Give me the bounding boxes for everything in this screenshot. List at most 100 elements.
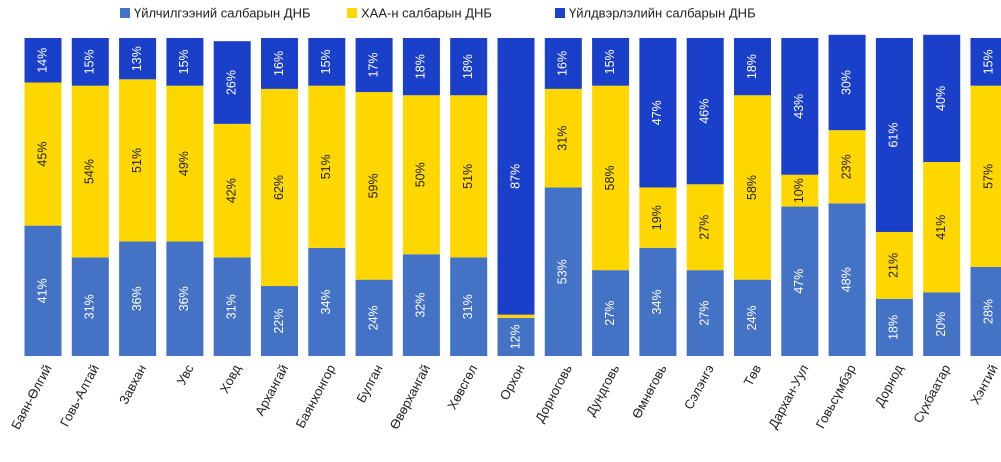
- legend-label: ХАА-н салбарын ДНБ: [361, 5, 492, 20]
- bar-segment: [119, 79, 157, 242]
- data-label: 47%: [650, 100, 664, 125]
- legend-label: Үйлчилгээний салбарын ДНБ: [134, 5, 311, 20]
- legend-label: Үйлдвэрлэлийн салбарын ДНБ: [569, 5, 756, 20]
- data-label: 19%: [650, 205, 664, 230]
- data-label: 34%: [650, 289, 664, 314]
- data-label: 58%: [603, 165, 617, 190]
- data-label: 18%: [745, 54, 759, 79]
- data-label: 62%: [272, 175, 286, 200]
- data-label: 49%: [177, 151, 191, 176]
- data-label: 41%: [934, 215, 948, 240]
- data-label: 21%: [887, 253, 901, 278]
- data-label: 24%: [366, 305, 380, 330]
- bar-segment: [213, 123, 251, 258]
- legend-swatch: [120, 8, 130, 18]
- bar-segment: [639, 187, 677, 248]
- x-tick-label: Сүхбаатар: [910, 362, 953, 425]
- data-label: 18%: [461, 54, 475, 79]
- bar-segment: [828, 130, 866, 204]
- data-label: 27%: [697, 215, 711, 240]
- data-label: 31%: [461, 294, 475, 319]
- data-label: 31%: [224, 294, 238, 319]
- data-label: 27%: [603, 301, 617, 326]
- data-label: 15%: [177, 49, 191, 74]
- bar-segment: [261, 286, 298, 356]
- bar-segment: [166, 38, 204, 86]
- x-tick-label: Төв: [741, 362, 765, 389]
- data-label: 14%: [35, 48, 49, 73]
- data-label: 51%: [319, 154, 333, 179]
- data-label: 32%: [414, 293, 428, 318]
- bar-segment: [166, 241, 204, 356]
- bar-segment: [497, 38, 535, 315]
- x-tick-label: Говьсүмбэр: [813, 362, 859, 431]
- data-label: 42%: [224, 178, 238, 203]
- bar-segment: [544, 88, 582, 188]
- bar-segment: [781, 38, 819, 175]
- bar-segment: [923, 292, 961, 356]
- x-tick-label: Дархан-Уул: [765, 362, 811, 431]
- bar-segment: [639, 247, 677, 356]
- x-tick-label: Баянхонгор: [293, 362, 339, 431]
- bar-segment: [119, 241, 157, 356]
- bar-segment: [923, 34, 961, 163]
- data-label: 31%: [556, 126, 570, 151]
- legend-swatch: [347, 8, 357, 18]
- bar-segment: [592, 270, 630, 356]
- data-label: 31%: [83, 294, 97, 319]
- data-label: 28%: [981, 299, 995, 324]
- bar-segment: [686, 184, 724, 271]
- bar-segment: [355, 92, 393, 280]
- bar-segment: [781, 174, 819, 207]
- bar-segment: [261, 88, 298, 287]
- x-tick-label: Сэлэнгэ: [681, 362, 717, 412]
- bar-segment: [734, 279, 771, 356]
- data-label: 27%: [697, 301, 711, 326]
- bar-segment: [875, 298, 913, 356]
- data-label: 26%: [224, 70, 238, 95]
- bar-segment: [875, 231, 913, 299]
- bar-segment: [592, 85, 630, 271]
- bar-segment: [261, 38, 298, 89]
- data-label: 48%: [839, 267, 853, 292]
- bar-segment: [497, 314, 535, 318]
- data-label: 57%: [981, 164, 995, 189]
- bar-segment: [24, 82, 62, 226]
- x-tick-label: Завхан: [116, 362, 149, 407]
- bar-segment: [450, 95, 488, 258]
- data-label: 15%: [83, 49, 97, 74]
- bar-segment: [686, 270, 724, 356]
- bar-segment: [308, 247, 346, 356]
- bar-segment: [450, 38, 488, 96]
- legend-swatch: [555, 8, 565, 18]
- data-label: 20%: [934, 312, 948, 337]
- data-label: 47%: [792, 269, 806, 294]
- data-label: 24%: [745, 305, 759, 330]
- data-label: 15%: [319, 49, 333, 74]
- data-label: 58%: [745, 175, 759, 200]
- bar-segment: [355, 279, 393, 356]
- bar-segment: [71, 85, 109, 258]
- x-tick-label: Дорноговь: [532, 362, 575, 425]
- data-label: 87%: [508, 164, 522, 189]
- bar-segment: [734, 95, 771, 280]
- bar-segment: [402, 38, 440, 96]
- bar-segment: [308, 38, 346, 86]
- bar-segment: [213, 41, 251, 124]
- bar-segment: [544, 187, 582, 356]
- data-label: 36%: [130, 286, 144, 311]
- data-label: 16%: [272, 51, 286, 76]
- data-label: 36%: [177, 286, 191, 311]
- bar-segment: [544, 38, 582, 89]
- data-label: 54%: [83, 159, 97, 184]
- bar-segment: [24, 225, 62, 356]
- data-label: 34%: [319, 289, 333, 314]
- bar-segment: [970, 266, 1001, 356]
- data-label: 18%: [414, 54, 428, 79]
- bar-segment: [923, 162, 961, 293]
- x-tick-label: Дундговь: [583, 362, 623, 418]
- bar-segment: [875, 38, 913, 232]
- data-label: 51%: [130, 148, 144, 173]
- bar-segment: [592, 38, 630, 86]
